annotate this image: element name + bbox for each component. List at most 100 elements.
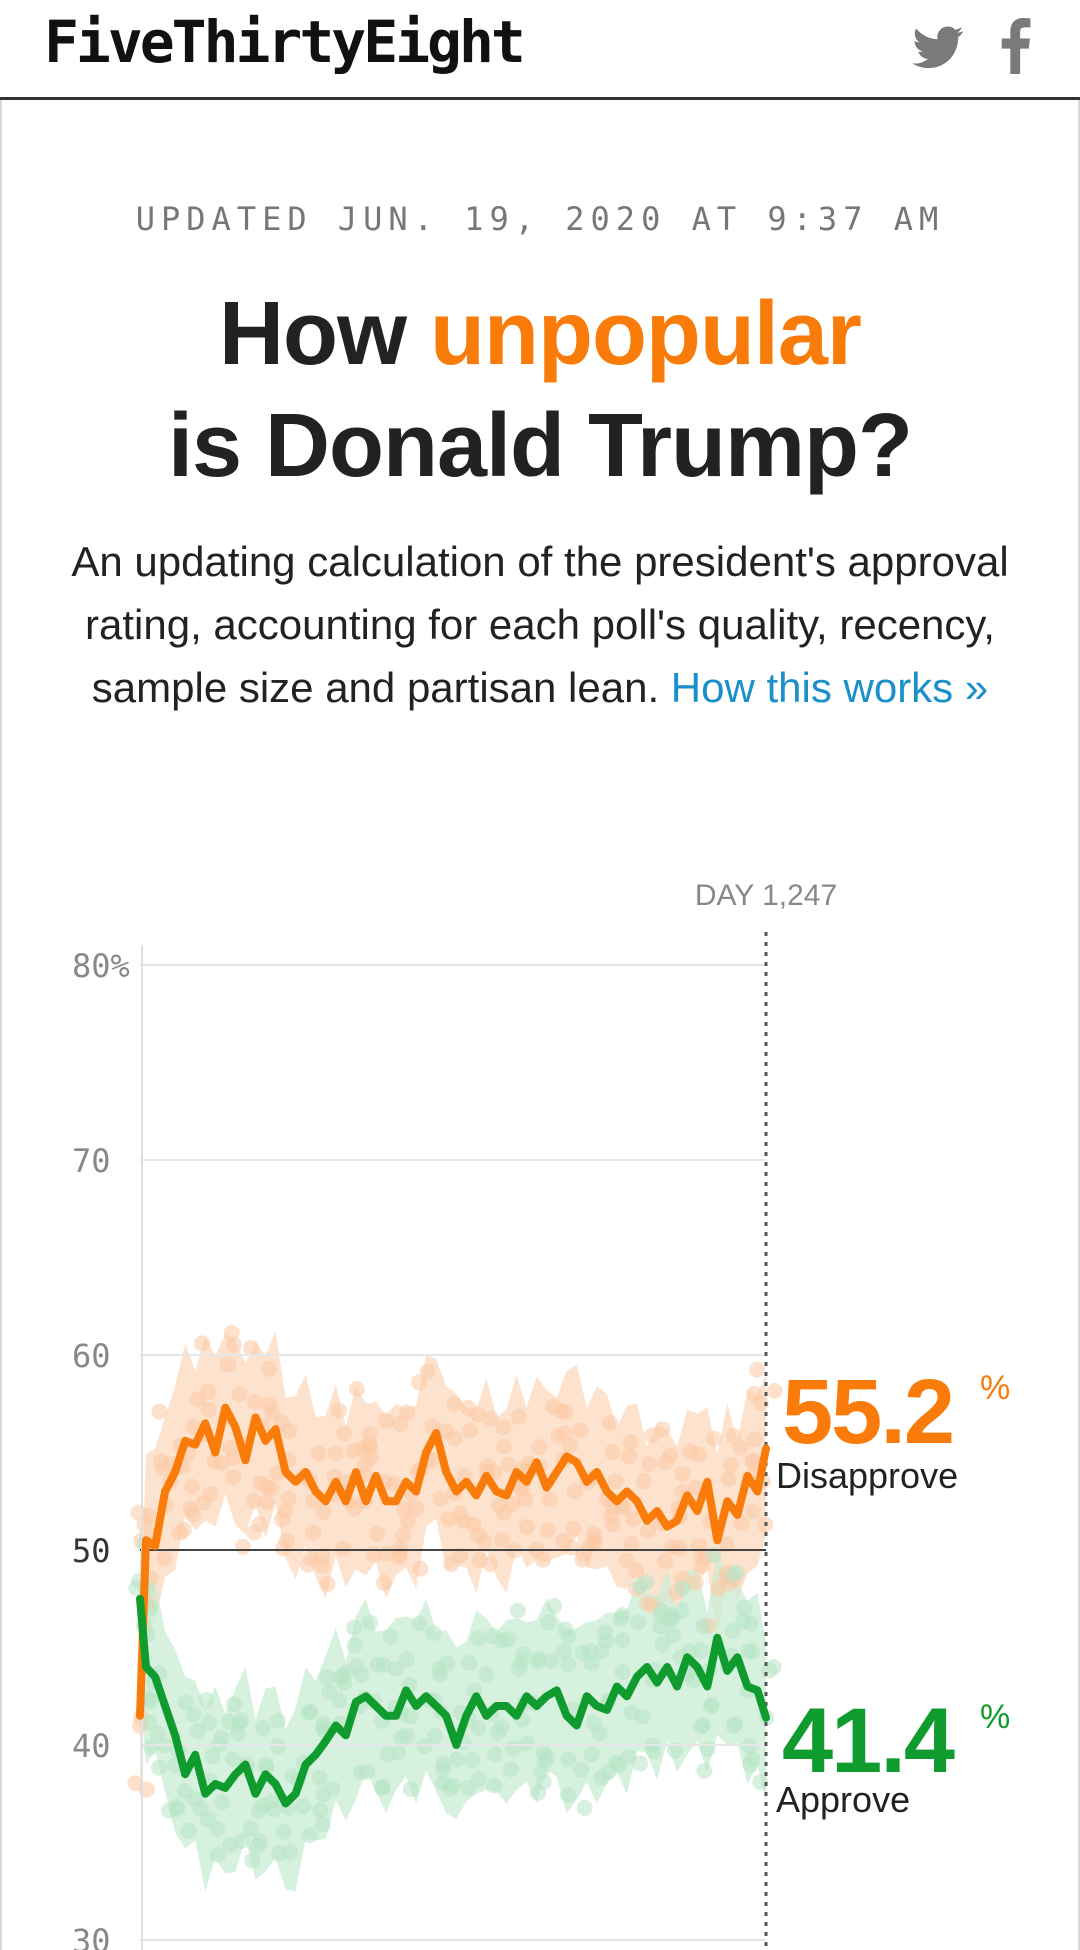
- poll-dot: [194, 1335, 211, 1352]
- poll-dot: [583, 1746, 600, 1762]
- poll-dot: [503, 1761, 519, 1778]
- top-navigation-bar: FiveThirtyEight: [0, 0, 1080, 100]
- headline-highlight: unpopular: [430, 284, 862, 384]
- poll-dot: [560, 1751, 577, 1768]
- poll-dot: [566, 1483, 583, 1500]
- poll-dot: [518, 1735, 535, 1752]
- site-logo[interactable]: FiveThirtyEight: [44, 8, 526, 76]
- poll-dot: [243, 1820, 260, 1837]
- poll-dot: [745, 1503, 761, 1520]
- poll-dot: [184, 1478, 201, 1495]
- poll-dot: [382, 1628, 399, 1645]
- how-this-works-link[interactable]: How this works »: [670, 664, 989, 711]
- poll-dot: [185, 1706, 202, 1723]
- poll-dot: [724, 1622, 741, 1639]
- poll-dot: [470, 1630, 487, 1647]
- poll-dot: [258, 1494, 275, 1511]
- poll-dot: [301, 1827, 318, 1844]
- poll-dot: [572, 1422, 589, 1439]
- poll-dot: [452, 1547, 469, 1564]
- poll-dot: [765, 1659, 782, 1676]
- y-tick-label: 70: [72, 1142, 111, 1180]
- poll-dot: [209, 1846, 226, 1863]
- twitter-icon[interactable]: [912, 18, 964, 74]
- poll-dot: [465, 1516, 482, 1533]
- poll-dot: [261, 1360, 278, 1377]
- poll-dot: [482, 1556, 498, 1572]
- headline-prefix: How: [219, 284, 431, 384]
- article-description: An updating calculation of the president…: [60, 530, 1020, 719]
- poll-dot: [398, 1651, 415, 1668]
- poll-dot: [143, 1739, 160, 1756]
- poll-dot: [482, 1410, 499, 1427]
- poll-dot: [305, 1524, 322, 1541]
- poll-dot: [314, 1548, 331, 1565]
- poll-dot: [275, 1823, 292, 1840]
- poll-dot: [623, 1535, 640, 1552]
- poll-dot: [426, 1728, 443, 1744]
- poll-dot: [576, 1799, 593, 1816]
- poll-dot: [638, 1574, 655, 1591]
- poll-dot: [727, 1715, 744, 1732]
- poll-dot: [657, 1553, 674, 1570]
- final-value-disapprove: 55.2: [782, 1361, 953, 1463]
- poll-dot: [591, 1725, 608, 1742]
- poll-dot: [259, 1479, 276, 1496]
- poll-dot: [531, 1439, 548, 1456]
- poll-dot: [614, 1664, 631, 1680]
- poll-dot: [489, 1724, 506, 1741]
- poll-dot: [399, 1513, 416, 1530]
- poll-dot: [440, 1511, 457, 1528]
- poll-dot: [231, 1715, 248, 1732]
- poll-dot: [449, 1751, 465, 1768]
- poll-dot: [314, 1816, 331, 1833]
- poll-dot: [652, 1618, 669, 1635]
- poll-dot: [224, 1751, 241, 1768]
- poll-dot: [560, 1786, 576, 1803]
- poll-dot: [452, 1505, 469, 1522]
- line-approve: [136, 1594, 770, 1808]
- poll-dot: [324, 1780, 341, 1797]
- poll-dot: [470, 1406, 487, 1423]
- poll-dot: [752, 1774, 769, 1791]
- poll-dot: [564, 1539, 581, 1556]
- poll-dot: [583, 1655, 600, 1672]
- poll-dot: [250, 1802, 267, 1819]
- poll-dot: [321, 1683, 338, 1700]
- poll-dot: [657, 1454, 674, 1471]
- poll-dot: [745, 1453, 762, 1469]
- poll-dot: [634, 1708, 651, 1725]
- poll-dot: [209, 1821, 226, 1838]
- facebook-icon[interactable]: [998, 18, 1032, 74]
- poll-dot: [190, 1722, 206, 1739]
- poll-dot: [362, 1614, 379, 1631]
- poll-dot: [202, 1485, 219, 1502]
- poll-dot: [386, 1475, 403, 1492]
- poll-dot: [632, 1755, 649, 1772]
- poll-dot: [396, 1501, 413, 1518]
- poll-dot: [214, 1794, 230, 1811]
- poll-dot: [690, 1538, 707, 1554]
- poll-dot: [314, 1719, 331, 1736]
- poll-dot: [722, 1457, 739, 1474]
- poll-dot: [553, 1402, 570, 1419]
- poll-dot: [225, 1469, 242, 1486]
- poll-dot: [200, 1401, 217, 1418]
- poll-dot: [556, 1425, 573, 1442]
- poll-dot: [198, 1691, 215, 1708]
- y-tick-label: 50: [72, 1532, 111, 1570]
- poll-dot: [478, 1666, 495, 1683]
- approval-chart: 80% 70 60 50 40 30 DAY 1,247 55.2 % Disapprove 41.…: [72, 879, 1010, 1950]
- poll-dot: [348, 1381, 365, 1397]
- poll-dot: [280, 1490, 297, 1507]
- poll-dot: [720, 1471, 737, 1487]
- poll-dot: [151, 1759, 168, 1776]
- poll-dot: [399, 1404, 416, 1421]
- poll-dot: [622, 1434, 639, 1451]
- poll-dot: [612, 1610, 629, 1627]
- poll-dot: [556, 1643, 572, 1660]
- poll-dot: [441, 1780, 458, 1797]
- poll-dot: [752, 1394, 769, 1411]
- poll-dot: [728, 1564, 745, 1581]
- poll-dot: [744, 1751, 761, 1768]
